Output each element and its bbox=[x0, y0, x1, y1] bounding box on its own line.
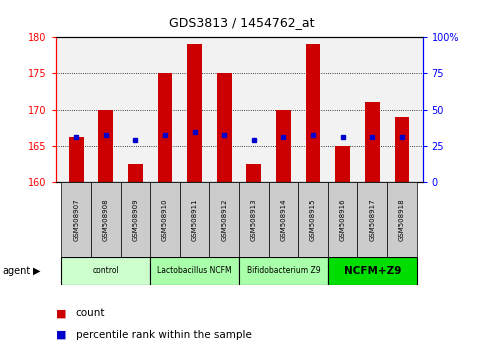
Text: control: control bbox=[93, 266, 119, 275]
Text: ▶: ▶ bbox=[33, 266, 41, 276]
Text: GSM508914: GSM508914 bbox=[281, 198, 286, 241]
Bar bbox=[91, 182, 121, 257]
Bar bbox=[157, 73, 172, 182]
Bar bbox=[121, 182, 150, 257]
Bar bbox=[246, 164, 261, 182]
Bar bbox=[239, 182, 269, 257]
Bar bbox=[328, 182, 357, 257]
Bar bbox=[335, 146, 350, 182]
Bar bbox=[276, 110, 291, 182]
Bar bbox=[306, 44, 321, 182]
Text: GSM508908: GSM508908 bbox=[103, 198, 109, 241]
Bar bbox=[61, 182, 91, 257]
Bar bbox=[99, 110, 114, 182]
Text: GSM508915: GSM508915 bbox=[310, 198, 316, 241]
Text: ■: ■ bbox=[56, 308, 66, 318]
Text: Bifidobacterium Z9: Bifidobacterium Z9 bbox=[247, 266, 320, 275]
Text: agent: agent bbox=[2, 266, 30, 276]
Bar bbox=[217, 73, 232, 182]
Text: GSM508918: GSM508918 bbox=[399, 198, 405, 241]
Bar bbox=[150, 257, 239, 285]
Bar bbox=[328, 257, 417, 285]
Bar bbox=[61, 257, 150, 285]
Text: GSM508913: GSM508913 bbox=[251, 198, 257, 241]
Bar bbox=[269, 182, 298, 257]
Text: ■: ■ bbox=[56, 330, 66, 339]
Text: percentile rank within the sample: percentile rank within the sample bbox=[76, 330, 252, 339]
Text: GDS3813 / 1454762_at: GDS3813 / 1454762_at bbox=[169, 16, 314, 29]
Bar bbox=[239, 257, 328, 285]
Text: NCFM+Z9: NCFM+Z9 bbox=[343, 266, 401, 276]
Bar bbox=[210, 182, 239, 257]
Bar bbox=[69, 137, 84, 182]
Bar bbox=[128, 164, 143, 182]
Bar bbox=[298, 182, 328, 257]
Bar bbox=[357, 182, 387, 257]
Bar bbox=[395, 117, 409, 182]
Text: GSM508907: GSM508907 bbox=[73, 198, 79, 241]
Text: count: count bbox=[76, 308, 105, 318]
Bar bbox=[150, 182, 180, 257]
Text: GSM508911: GSM508911 bbox=[192, 198, 198, 241]
Text: GSM508910: GSM508910 bbox=[162, 198, 168, 241]
Text: GSM508917: GSM508917 bbox=[369, 198, 375, 241]
Bar bbox=[180, 182, 210, 257]
Text: GSM508916: GSM508916 bbox=[340, 198, 346, 241]
Text: GSM508912: GSM508912 bbox=[221, 198, 227, 241]
Bar bbox=[187, 44, 202, 182]
Text: GSM508909: GSM508909 bbox=[132, 198, 139, 241]
Bar bbox=[387, 182, 417, 257]
Text: Lactobacillus NCFM: Lactobacillus NCFM bbox=[157, 266, 232, 275]
Bar bbox=[365, 102, 380, 182]
